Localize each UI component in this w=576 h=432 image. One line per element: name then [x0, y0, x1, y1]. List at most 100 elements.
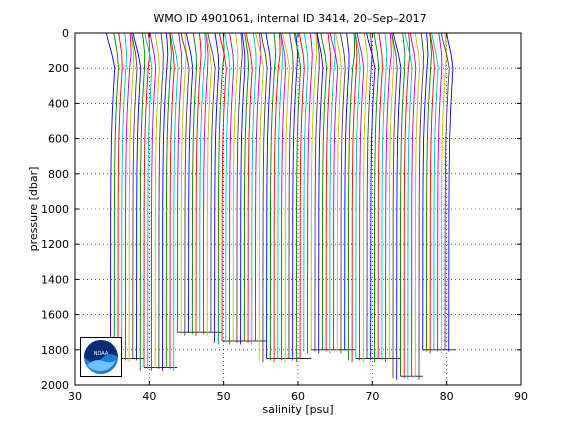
salinity-profile-line	[440, 32, 447, 354]
salinity-profile-line	[205, 32, 212, 336]
salinity-profile-line	[314, 32, 320, 352]
salinity-profile-line	[180, 32, 190, 336]
salinity-profile-line	[399, 32, 406, 377]
salinity-profile-line	[217, 32, 225, 345]
salinity-profile-line	[236, 32, 243, 343]
salinity-profile-line	[381, 32, 388, 361]
salinity-profile-line	[176, 32, 183, 333]
salinity-profile-line	[243, 32, 250, 342]
salinity-profile-line	[320, 32, 328, 350]
y-tick-label: 1400	[41, 273, 69, 286]
salinity-profile-line	[329, 32, 339, 350]
y-tick-label: 1200	[41, 238, 69, 251]
salinity-profile-line	[131, 32, 138, 359]
salinity-profile-line	[325, 32, 331, 352]
y-tick-label: 400	[48, 97, 69, 110]
salinity-profile-line	[298, 32, 305, 359]
salinity-profile-line	[446, 32, 454, 352]
salinity-profile-line	[245, 32, 253, 343]
salinity-profile-line	[117, 32, 123, 363]
salinity-profile-line	[185, 32, 194, 333]
salinity-profile-line	[255, 32, 264, 361]
salinity-profile-line	[121, 32, 128, 359]
salinity-profile-line	[277, 32, 283, 359]
salinity-profile-line	[437, 32, 443, 352]
salinity-profile-line	[144, 32, 153, 370]
salinity-profile-line	[366, 32, 376, 361]
salinity-profile-line	[303, 32, 309, 352]
salinity-profile-line	[385, 32, 392, 363]
salinity-profile-line	[154, 32, 160, 368]
salinity-profile-line	[347, 32, 356, 361]
y-tick-label: 600	[48, 133, 69, 146]
salinity-profile-line	[355, 32, 361, 359]
salinity-profile-line	[388, 32, 395, 359]
salinity-profile-line	[307, 32, 313, 354]
salinity-profile-line	[139, 32, 146, 371]
salinity-profile-line	[403, 32, 411, 378]
x-tick-label: 40	[142, 390, 156, 403]
salinity-profile-line	[356, 32, 365, 361]
salinity-profile-line	[340, 32, 346, 354]
y-tick-label: 1000	[41, 203, 69, 216]
salinity-profile-line	[404, 32, 413, 380]
salinity-profile-line	[260, 32, 268, 363]
salinity-profile-line	[293, 32, 302, 363]
salinity-profile-line	[265, 32, 272, 359]
salinity-profile-line	[392, 32, 402, 380]
salinity-profile-line	[316, 32, 324, 354]
salinity-profile-line	[282, 32, 290, 363]
salinity-profile-line	[207, 32, 216, 333]
salinity-profile-line	[165, 32, 172, 368]
salinity-profile-line	[366, 32, 373, 359]
salinity-profile-line	[199, 32, 207, 333]
salinity-profile-line	[180, 32, 187, 334]
grid-lines	[75, 33, 521, 385]
salinity-profile-line	[218, 32, 227, 342]
salinity-profile-line	[251, 32, 257, 345]
salinity-profile-line	[288, 32, 294, 359]
y-tick-label: 1800	[41, 344, 69, 357]
x-tick-label: 30	[68, 390, 82, 403]
profile-series	[106, 32, 457, 380]
noaa-logo-icon: NOAA	[84, 340, 118, 374]
y-tick-label: 2000	[41, 379, 69, 392]
y-tick-label: 800	[48, 168, 69, 181]
salinity-profile-line	[391, 32, 398, 378]
salinity-profile-line	[409, 32, 417, 377]
salinity-profile-line	[224, 32, 231, 343]
salinity-profile-line	[128, 32, 135, 363]
y-tick-label: 1600	[41, 309, 69, 322]
salinity-profile-line	[158, 32, 164, 370]
salinity-profile-line	[273, 32, 281, 363]
salinity-profile-line	[414, 32, 420, 378]
noaa-logo-text: NOAA	[94, 351, 109, 357]
salinity-profile-line	[280, 32, 287, 361]
salinity-profile-line	[203, 32, 209, 334]
x-axis-title: salinity [psu]	[262, 403, 333, 416]
salinity-profile-line	[329, 32, 336, 354]
salinity-profile-line	[240, 32, 246, 345]
y-tick-label: 0	[62, 27, 69, 40]
salinity-profile-line	[162, 32, 169, 371]
salinity-profile-line	[149, 32, 157, 371]
salinity-profile-line	[229, 32, 235, 345]
salinity-profile-line	[377, 32, 383, 359]
x-tick-label: 80	[440, 390, 454, 403]
salinity-profile-line	[351, 32, 358, 363]
salinity-profile-line	[169, 32, 175, 370]
noaa-logo: NOAA	[80, 337, 122, 377]
salinity-profile-line	[426, 32, 432, 352]
salinity-profile-line	[344, 32, 350, 350]
salinity-profile-line	[310, 32, 318, 350]
y-tick-label: 200	[48, 62, 69, 75]
salinity-profile-line	[171, 32, 179, 371]
x-tick-label: 50	[217, 390, 231, 403]
salinity-profile-line	[232, 32, 239, 342]
salinity-profile-line	[106, 32, 116, 359]
x-tick-label: 70	[365, 390, 379, 403]
salinity-profile-line	[362, 32, 368, 363]
salinity-profile-line	[132, 32, 142, 361]
